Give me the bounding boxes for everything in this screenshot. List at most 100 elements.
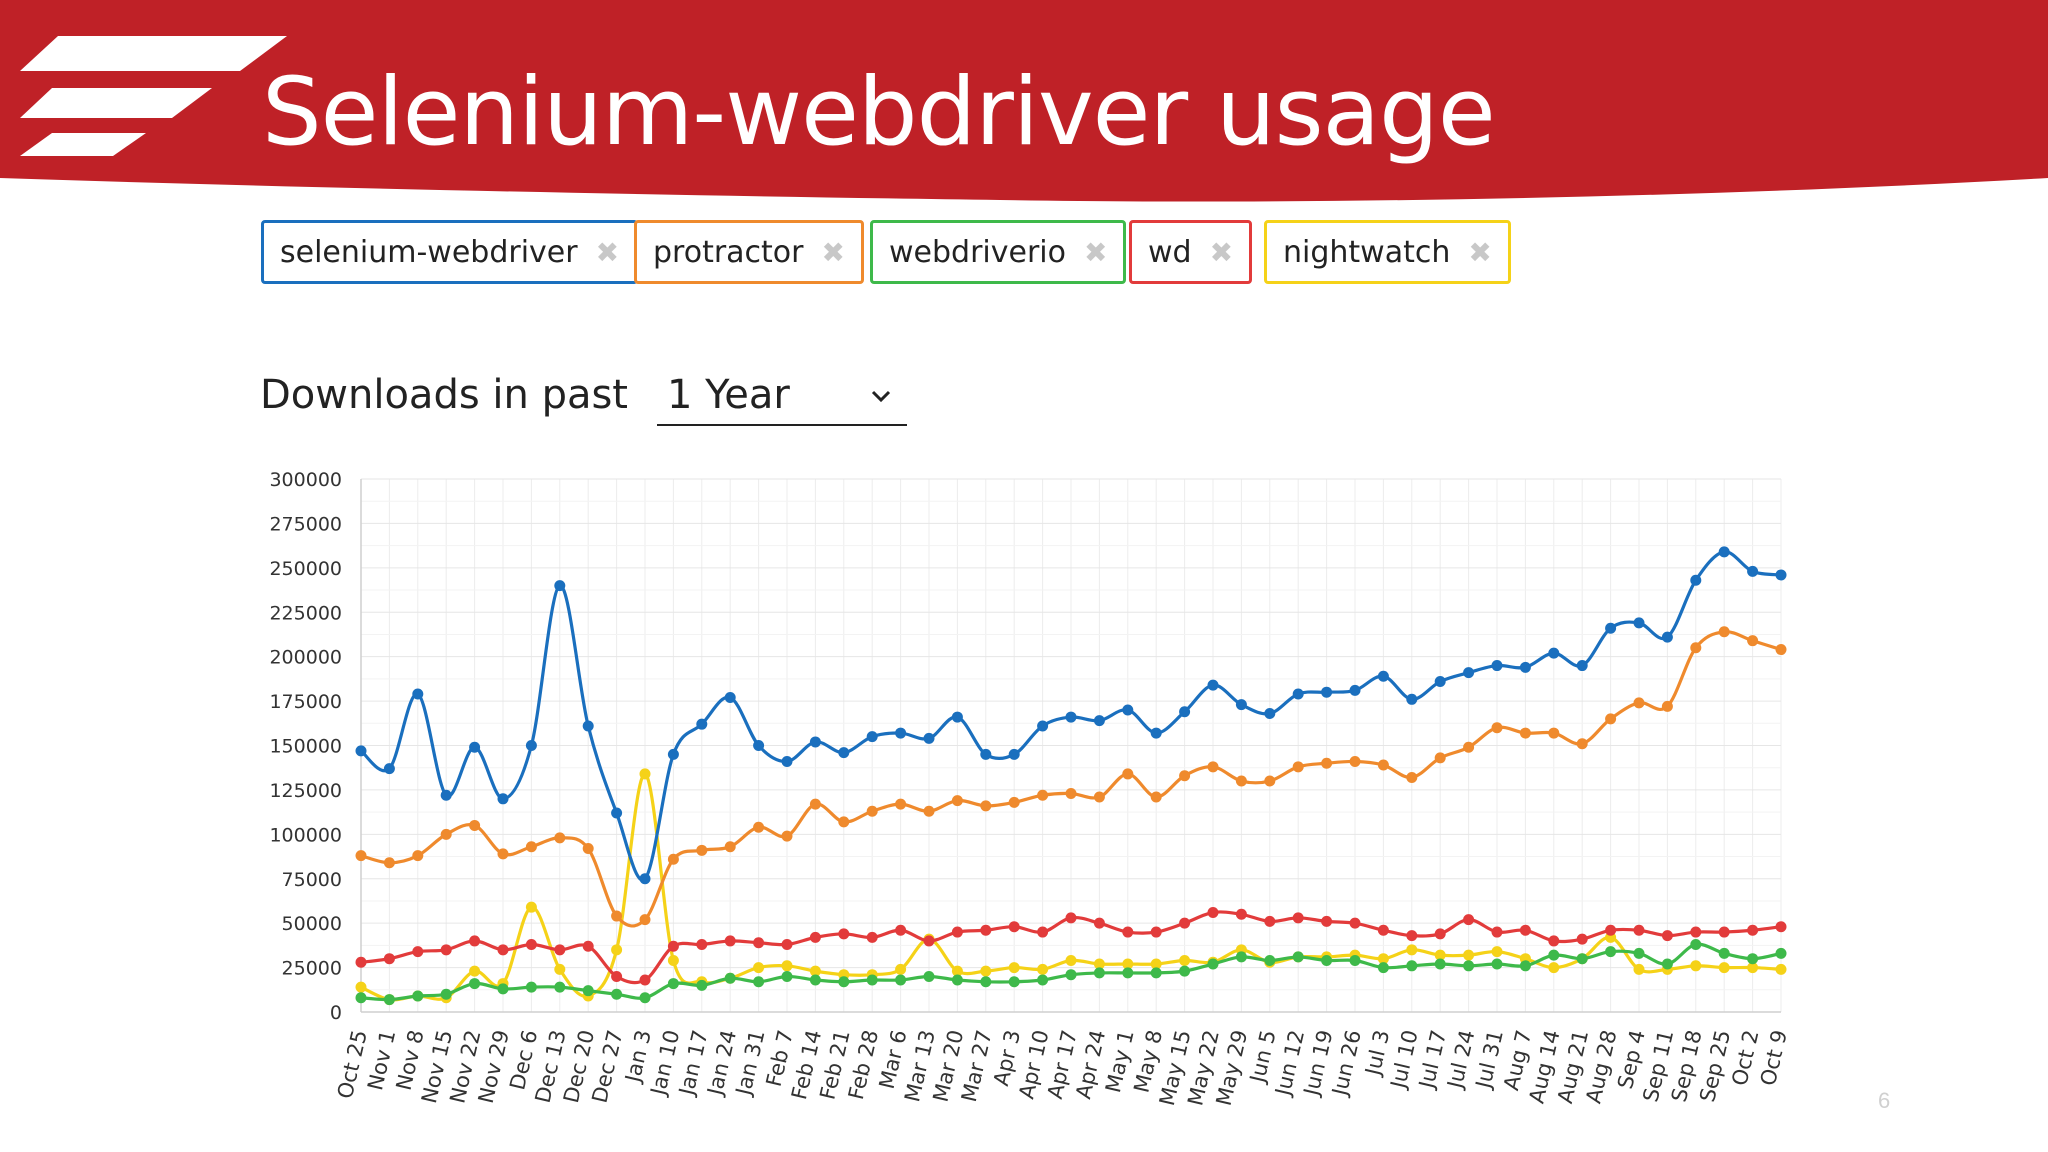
tag-label: webdriverio	[889, 234, 1066, 270]
data-point	[1065, 954, 1077, 966]
data-point	[667, 748, 679, 760]
data-point	[1321, 954, 1333, 966]
data-point	[1548, 962, 1560, 974]
data-point	[1377, 962, 1389, 974]
data-point	[923, 935, 935, 947]
logo-icon	[20, 36, 287, 156]
data-point	[1519, 727, 1531, 739]
data-point	[1690, 938, 1702, 950]
data-point	[895, 924, 907, 936]
data-point	[980, 748, 992, 760]
data-point	[1037, 963, 1049, 975]
data-point	[1093, 791, 1105, 803]
data-point	[355, 745, 367, 757]
remove-tag-icon[interactable]: ✖	[1083, 235, 1108, 269]
data-point	[1434, 949, 1446, 961]
data-point	[1576, 953, 1588, 965]
data-point	[1775, 963, 1787, 975]
package-tag-wd[interactable]: wd ✖	[1129, 220, 1253, 284]
data-point	[1463, 667, 1475, 679]
package-tag-nightwatch[interactable]: nightwatch ✖	[1264, 220, 1511, 284]
remove-tag-icon[interactable]: ✖	[1468, 235, 1492, 269]
data-point	[1065, 711, 1077, 723]
data-point	[1179, 770, 1191, 782]
data-point	[412, 850, 424, 862]
data-point	[355, 956, 367, 968]
data-point	[1349, 954, 1361, 966]
data-point	[1406, 693, 1418, 705]
data-point	[1775, 921, 1787, 933]
data-point	[1434, 752, 1446, 764]
data-point	[554, 944, 566, 956]
data-point	[611, 944, 623, 956]
remove-tag-icon[interactable]: ✖	[821, 235, 845, 269]
data-point	[1150, 958, 1162, 970]
data-point	[724, 972, 736, 984]
data-point	[1235, 699, 1247, 711]
data-point	[809, 974, 821, 986]
data-point	[1377, 670, 1389, 682]
data-point	[1548, 647, 1560, 659]
package-tag-webdriverio[interactable]: webdriverio ✖	[870, 220, 1127, 284]
data-point	[1576, 660, 1588, 672]
data-point	[1037, 926, 1049, 938]
package-tag-selenium-webdriver[interactable]: selenium-webdriver ✖	[261, 220, 639, 284]
data-point	[469, 819, 481, 831]
data-point	[1150, 926, 1162, 938]
data-point	[951, 926, 963, 938]
data-point	[1747, 953, 1759, 965]
header-banner	[0, 0, 2048, 202]
data-point	[1406, 930, 1418, 942]
data-point	[951, 711, 963, 723]
data-point	[582, 985, 594, 997]
data-point	[838, 816, 850, 828]
data-point	[1718, 962, 1730, 974]
data-point	[554, 832, 566, 844]
data-point	[1661, 930, 1673, 942]
data-point	[1633, 947, 1645, 959]
data-point	[1491, 926, 1503, 938]
data-point	[1434, 676, 1446, 688]
data-point	[809, 965, 821, 977]
data-point	[1292, 951, 1304, 963]
data-point	[554, 580, 566, 592]
data-point	[1037, 789, 1049, 801]
data-point	[1434, 958, 1446, 970]
data-point	[980, 976, 992, 988]
data-point	[525, 938, 537, 950]
data-point	[1349, 684, 1361, 696]
data-point	[866, 805, 878, 817]
data-point	[753, 821, 765, 833]
data-point	[923, 732, 935, 744]
remove-tag-icon[interactable]: ✖	[1209, 235, 1234, 269]
data-point	[497, 793, 509, 805]
data-point	[1661, 631, 1673, 643]
data-point	[951, 974, 963, 986]
y-tick-label: 125000	[269, 780, 342, 802]
data-point	[1718, 947, 1730, 959]
data-point	[1093, 917, 1105, 929]
data-point	[582, 843, 594, 855]
data-point	[1179, 965, 1191, 977]
data-point	[1093, 958, 1105, 970]
data-point	[1264, 775, 1276, 787]
data-point	[781, 970, 793, 982]
data-point	[1690, 926, 1702, 938]
y-tick-label: 200000	[269, 647, 342, 669]
data-point	[895, 798, 907, 810]
data-point	[440, 789, 452, 801]
period-select[interactable]: 1 Year	[657, 370, 907, 426]
package-tag-protractor[interactable]: protractor ✖	[634, 220, 864, 284]
data-point	[1207, 679, 1219, 691]
data-point	[980, 924, 992, 936]
data-point	[1633, 924, 1645, 936]
chart-series	[355, 546, 1787, 1006]
data-point	[1065, 912, 1077, 924]
data-point	[1548, 727, 1560, 739]
remove-tag-icon[interactable]: ✖	[595, 235, 620, 269]
data-point	[923, 970, 935, 982]
data-point	[1377, 759, 1389, 771]
data-point	[582, 720, 594, 732]
data-point	[1122, 704, 1134, 716]
data-point	[1633, 963, 1645, 975]
